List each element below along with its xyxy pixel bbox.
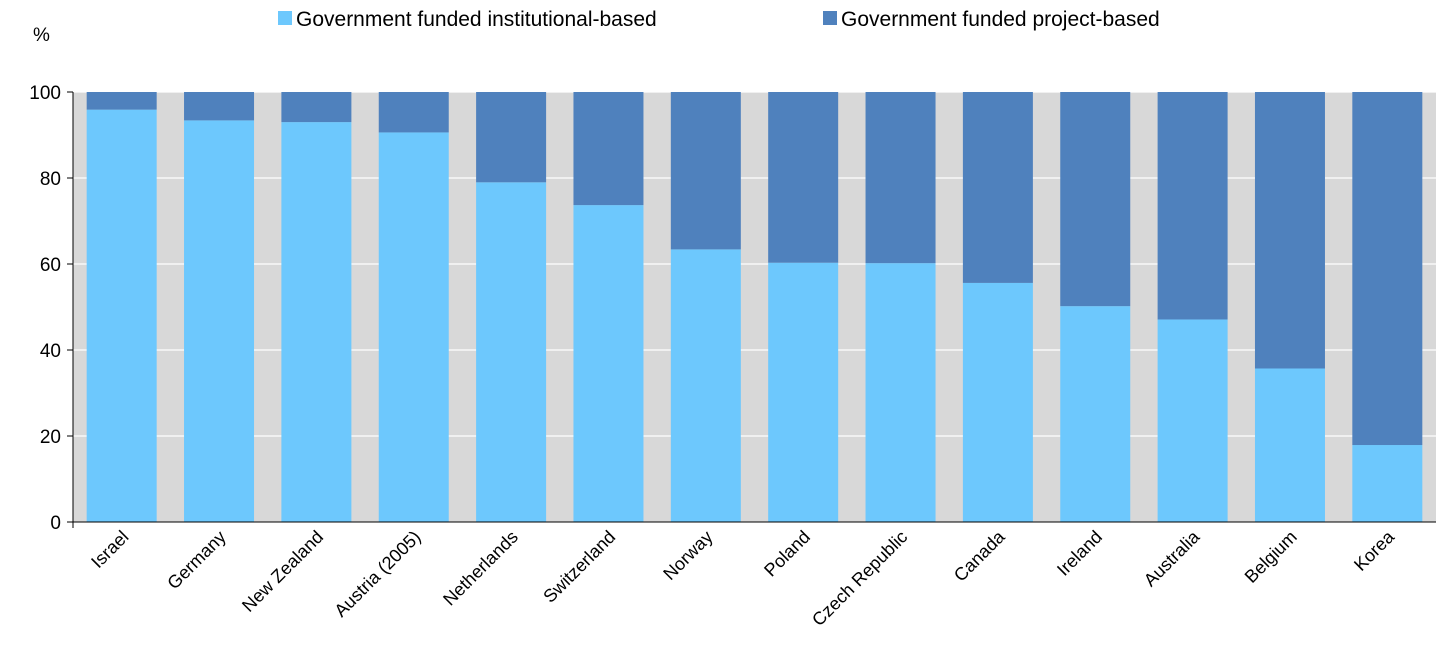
legend-swatch-0: [278, 11, 292, 25]
bar-institutional-8: [865, 263, 936, 522]
bar-institutional-3: [378, 132, 449, 523]
x-category-label-3: Austria (2005): [330, 527, 424, 621]
bar-project-9: [962, 92, 1033, 283]
x-category-label-8: Czech Republic: [808, 527, 911, 630]
bar-institutional-5: [573, 205, 644, 522]
x-axis-category-labels: Israel Germany New Zealand Austria (2005) Ne…: [87, 526, 1399, 630]
legend-swatch-1: [823, 11, 837, 25]
bar-institutional-7: [768, 262, 839, 522]
legend-label-0: Government funded institutional-based: [296, 8, 657, 31]
bar-project-3: [378, 92, 449, 133]
bar-institutional-2: [281, 122, 352, 522]
x-category-label-6: Norway: [659, 527, 716, 584]
x-category-label-11: Australia: [1140, 526, 1204, 590]
x-category-label-1: Germany: [163, 527, 229, 593]
bar-institutional-11: [1157, 319, 1228, 522]
x-category-label-13: Korea: [1350, 526, 1399, 575]
bar-project-2: [281, 92, 352, 123]
bar-project-7: [768, 92, 839, 263]
y-tick-label-80: 80: [40, 169, 61, 190]
y-tick-label-40: 40: [40, 341, 61, 362]
bar-institutional-1: [184, 120, 255, 522]
plot-background: [73, 92, 1436, 522]
x-category-label-12: Belgium: [1241, 527, 1301, 587]
bar-project-11: [1157, 92, 1228, 320]
y-tick-label-0: 0: [50, 513, 61, 534]
bar-project-0: [86, 92, 157, 110]
x-category-label-9: Canada: [950, 526, 1009, 585]
bar-institutional-0: [86, 109, 157, 522]
bar-project-6: [670, 92, 741, 250]
y-tick-label-60: 60: [40, 255, 61, 276]
y-axis-unit-label: %: [33, 25, 50, 46]
bar-institutional-4: [476, 182, 547, 523]
bar-project-5: [573, 92, 644, 206]
bar-project-4: [476, 92, 547, 183]
axes: [67, 92, 1436, 528]
bar-project-1: [184, 92, 255, 121]
legend-label-1: Government funded project-based: [841, 8, 1160, 31]
y-tick-label-100: 100: [29, 83, 61, 104]
bar-project-8: [865, 92, 936, 264]
bar-institutional-9: [962, 282, 1033, 522]
bars: [86, 92, 1423, 523]
x-category-label-2: New Zealand: [238, 527, 327, 616]
plot-area: [73, 92, 1436, 522]
bar-project-13: [1352, 92, 1423, 446]
x-category-label-4: Netherlands: [439, 527, 522, 610]
x-category-label-7: Poland: [760, 527, 814, 581]
y-axis-ticks: 0 20 40 60 80 100: [29, 83, 73, 534]
y-tick-label-20: 20: [40, 427, 61, 448]
bar-institutional-6: [670, 249, 741, 522]
bar-institutional-12: [1254, 368, 1325, 522]
x-category-label-5: Switzerland: [539, 527, 619, 607]
bar-institutional-10: [1060, 306, 1131, 522]
bar-institutional-13: [1352, 445, 1423, 522]
bar-project-10: [1060, 92, 1131, 307]
x-category-label-0: Israel: [87, 527, 132, 572]
chart-legend: Government funded institutional-based Gov…: [278, 8, 1160, 31]
x-category-label-10: Ireland: [1053, 527, 1106, 580]
bar-project-12: [1254, 92, 1325, 369]
